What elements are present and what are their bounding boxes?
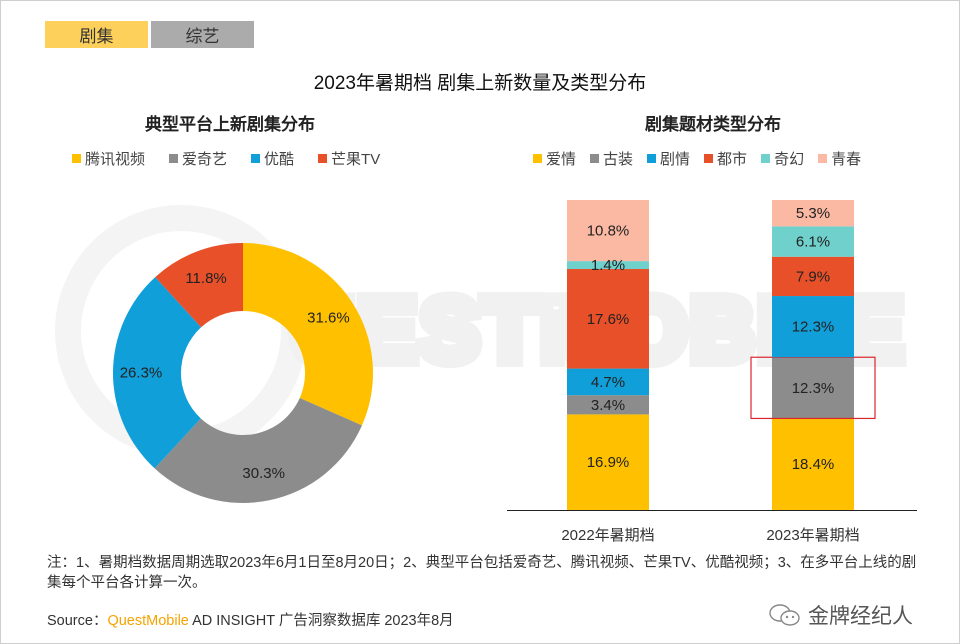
- wechat-account-name: 金牌经纪人: [808, 605, 913, 628]
- footnote: 注：1、暑期档数据周期选取2023年6月1日至8月20日；2、典型平台包括爱奇艺…: [47, 555, 917, 591]
- legend-swatch: [647, 154, 657, 163]
- legend-label: 腾讯视频: [85, 151, 146, 168]
- legend-swatch: [533, 154, 542, 163]
- watermark-logo: [55, 205, 307, 457]
- legend-item: 优酷: [251, 148, 294, 169]
- legend-item: 腾讯视频: [72, 148, 145, 169]
- legend-swatch: [251, 154, 261, 163]
- legend-swatch: [169, 154, 179, 163]
- legend-label: 古装: [603, 151, 634, 168]
- legend-item: 奇幻: [761, 148, 804, 169]
- legend-label: 奇幻: [774, 151, 805, 168]
- legend-label: 都市: [717, 151, 748, 168]
- legend-swatch: [590, 154, 600, 163]
- legend-label: 爱情: [546, 151, 577, 168]
- legend-swatch: [318, 154, 328, 163]
- legend-swatch: [818, 154, 828, 163]
- legend-label: 优酷: [264, 151, 295, 168]
- wechat-account: 金牌经纪人: [768, 600, 913, 630]
- tab-drama[interactable]: 剧集: [45, 21, 148, 48]
- wechat-icon: [768, 603, 802, 627]
- legend-label: 剧情: [660, 151, 691, 168]
- bar-chart-title: 剧集题材类型分布: [645, 115, 781, 134]
- legend-label: 青春: [831, 151, 862, 168]
- legend-swatch: [761, 154, 771, 163]
- donut-chart-title: 典型平台上新剧集分布: [145, 115, 315, 134]
- source-line: Source：QuestMobile AD INSIGHT 广告洞察数据库 20…: [47, 609, 454, 630]
- legend-label: 爱奇艺: [182, 151, 228, 168]
- legend-item: 都市: [704, 148, 747, 169]
- legend-item: 芒果TV: [318, 148, 380, 169]
- legend-item: 爱情: [533, 148, 576, 169]
- legend-item: 青春: [818, 148, 861, 169]
- legend-item: 剧情: [647, 148, 690, 169]
- legend-swatch: [704, 154, 714, 163]
- legend-item: 爱奇艺: [169, 148, 227, 169]
- legend-swatch: [72, 154, 81, 163]
- page-title: 2023年暑期档 剧集上新数量及类型分布: [313, 73, 647, 94]
- source-prefix: Source：: [47, 613, 108, 629]
- bar-legend: 爱情 古装 剧情 都市 奇幻 青春: [533, 148, 861, 169]
- donut-legend: 腾讯视频 爱奇艺 优酷 芒果TV: [72, 148, 380, 169]
- legend-item: 古装: [590, 148, 633, 169]
- source-rest: AD INSIGHT 广告洞察数据库 2023年8月: [188, 613, 454, 629]
- legend-label: 芒果TV: [331, 151, 381, 168]
- source-brand[interactable]: QuestMobile: [107, 613, 189, 629]
- tab-variety[interactable]: 综艺: [151, 21, 254, 48]
